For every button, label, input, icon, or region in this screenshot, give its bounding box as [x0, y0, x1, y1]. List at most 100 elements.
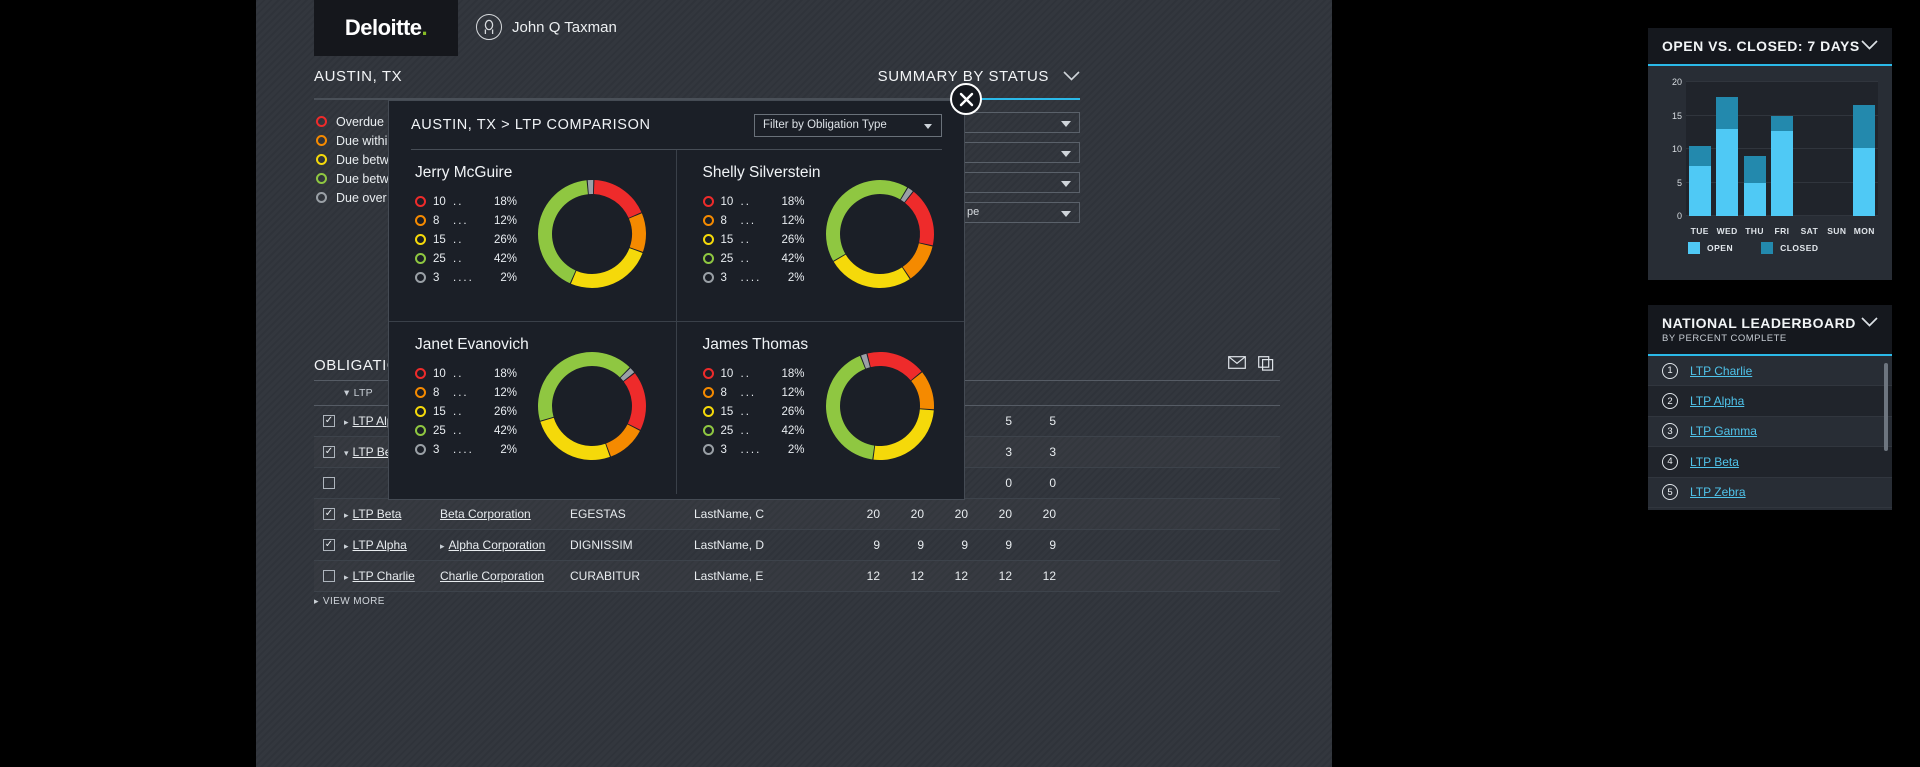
copy-icon[interactable] [1258, 356, 1274, 371]
summary-filter-select[interactable] [960, 172, 1080, 193]
list-item[interactable]: 2 LTP Alpha [1648, 386, 1892, 417]
legend-dots: .... [453, 443, 474, 456]
donut-chart[interactable] [818, 172, 942, 301]
caret-right-icon[interactable]: ▸ [440, 541, 445, 551]
summary-filter-value: pe [967, 206, 980, 218]
metric-cell: 9 [917, 538, 924, 552]
organization-cell[interactable]: Beta Corporation [440, 505, 570, 523]
legend-value: 3 [433, 443, 440, 456]
user-menu[interactable]: John Q Taxman [476, 14, 617, 40]
table-row[interactable]: ✓ ▸ LTP Alpha ▸ Alpha Corporation DIGNISSIM La… [314, 530, 1280, 561]
legend-percent: 18% [493, 367, 517, 380]
organization-cell[interactable]: Charlie Corporation [440, 567, 570, 585]
list-item[interactable]: 1 LTP Charlie [1648, 356, 1892, 387]
list-item[interactable]: 3 LTP Gamma [1648, 417, 1892, 448]
ltp-cell[interactable]: ▸ LTP Beta [344, 505, 440, 523]
organization-cell[interactable]: ▸ Alpha Corporation [440, 536, 570, 554]
leaderboard-link[interactable]: LTP Beta [1690, 454, 1739, 469]
legend-percent: 18% [493, 195, 517, 208]
chart-bar-segment-open [1743, 182, 1766, 216]
chart-bar[interactable] [1716, 96, 1739, 216]
row-checkbox-cell[interactable]: ✓ [314, 539, 344, 551]
row-checkbox[interactable]: ✓ [323, 415, 335, 427]
donut-legend-item: 15.. 26% [415, 230, 517, 249]
metric-cell: 0 [1005, 476, 1012, 490]
chevron-down-icon[interactable] [1861, 315, 1878, 330]
organization-link[interactable]: Beta Corporation [440, 507, 531, 521]
chart-bar[interactable] [1771, 115, 1793, 217]
row-checkbox-cell[interactable] [314, 570, 344, 582]
summary-filter-select[interactable] [960, 142, 1080, 163]
legend-value: 8 [720, 386, 727, 399]
leaderboard-rank: 4 [1662, 453, 1678, 470]
table-row[interactable]: ▸ LTP Charlie Charlie Corporation CURABITUR… [314, 561, 1280, 592]
ltp-link[interactable]: LTP Alpha [352, 538, 407, 552]
name-cell: LastName, D [694, 538, 765, 552]
donut-legend-item: 15.. 26% [702, 230, 805, 249]
envelope-icon[interactable] [1228, 356, 1246, 371]
deloitte-logo[interactable]: Deloitte. [314, 0, 458, 56]
chart-legend-item: OPEN [1688, 242, 1733, 254]
row-checkbox[interactable] [323, 570, 335, 582]
caret-right-icon[interactable]: ▸ [344, 417, 349, 427]
legend-dot-icon [702, 215, 714, 226]
donut-legend-item: 15.. 26% [702, 402, 805, 421]
caret-right-icon[interactable]: ▸ [344, 510, 349, 520]
person-comparison-cell: Shelly Silverstein 10.. 18% 8... 12% 15.. 26% 2… [676, 150, 964, 322]
legend-value: 25 [433, 252, 446, 265]
row-checkbox[interactable] [323, 477, 335, 489]
row-checkbox[interactable]: ✓ [323, 446, 335, 458]
legend-dot-icon [415, 234, 426, 245]
chart-bar[interactable] [1688, 145, 1711, 216]
code-cell: CURABITUR [570, 569, 641, 583]
status-dot-icon [316, 116, 327, 127]
leaderboard-title-group: NATIONAL LEADERBOARD BY PERCENT COMPLETE [1662, 315, 1856, 344]
leaderboard-link[interactable]: LTP Gamma [1690, 424, 1757, 439]
ltp-cell[interactable]: ▸ LTP Charlie [344, 567, 440, 585]
organization-link[interactable]: Charlie Corporation [440, 569, 545, 583]
ltp-cell[interactable]: ▸ LTP Alpha [344, 536, 440, 554]
modal-divider [411, 149, 942, 150]
row-checkbox-cell[interactable]: ✓ [314, 508, 344, 520]
leaderboard-link[interactable]: LTP Alpha [1690, 394, 1745, 409]
list-item[interactable]: 4 LTP Beta [1648, 447, 1892, 478]
summary-by-status-header[interactable]: SUMMARY BY STATUS [878, 68, 1080, 85]
row-checkbox[interactable]: ✓ [323, 508, 335, 520]
chevron-down-icon[interactable] [1063, 69, 1080, 85]
list-item[interactable]: 5 LTP Zebra [1648, 478, 1892, 508]
chevron-down-icon[interactable] [1861, 38, 1878, 53]
summary-filter-select[interactable]: pe [960, 202, 1080, 223]
ltp-link[interactable]: LTP Charlie [352, 569, 415, 583]
caret-down-icon[interactable]: ▾ [344, 448, 349, 458]
leaderboard-header[interactable]: NATIONAL LEADERBOARD BY PERCENT COMPLETE [1648, 305, 1892, 356]
donut-chart[interactable] [530, 344, 654, 473]
donut-chart[interactable] [530, 172, 654, 301]
chart-bar[interactable] [1743, 155, 1766, 216]
status-dot-icon [316, 154, 327, 165]
leaderboard-link[interactable]: LTP Charlie [1690, 363, 1753, 378]
open-vs-closed-header[interactable]: OPEN VS. CLOSED: 7 DAYS [1648, 28, 1892, 66]
row-checkbox-cell[interactable]: ✓ [314, 446, 344, 458]
legend-percent: 18% [781, 367, 805, 380]
row-checkbox-cell[interactable]: ✓ [314, 415, 344, 427]
chart-bar[interactable] [1853, 105, 1876, 216]
donut-chart[interactable] [818, 344, 942, 473]
legend-dots: ... [453, 214, 469, 227]
filter-by-obligation-type-select[interactable]: Filter by Obligation Type [754, 113, 942, 137]
status-legend-item: Due over [316, 188, 616, 207]
view-more-link[interactable]: ▸ VIEW MORE [314, 596, 385, 607]
legend-dots: .. [740, 252, 751, 265]
ltp-link[interactable]: LTP Beta [352, 507, 402, 521]
close-modal-button[interactable] [950, 83, 982, 115]
comparison-grid: Jerry McGuire 10.. 18% 8... 12% 15.. 26% 25.. 42… [389, 150, 964, 494]
row-checkbox-cell[interactable] [314, 477, 344, 489]
caret-right-icon[interactable]: ▸ [344, 572, 349, 582]
caret-right-icon[interactable]: ▸ [344, 541, 349, 551]
table-column-header[interactable]: ▾ LTP [344, 387, 373, 399]
leaderboard-link[interactable]: LTP Zebra [1690, 485, 1746, 500]
organization-link[interactable]: Alpha Corporation [448, 538, 546, 552]
leaderboard-scrollbar[interactable] [1884, 363, 1888, 451]
table-row[interactable]: ✓ ▸ LTP Beta Beta Corporation EGESTAS LastNam… [314, 499, 1280, 530]
summary-filter-select[interactable] [960, 112, 1080, 133]
row-checkbox[interactable]: ✓ [323, 539, 335, 551]
